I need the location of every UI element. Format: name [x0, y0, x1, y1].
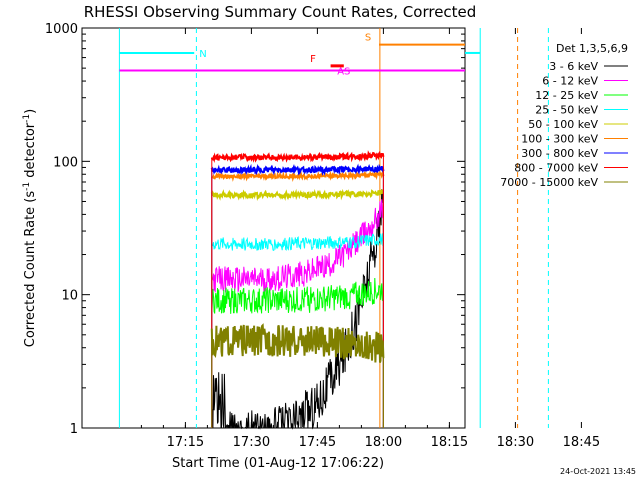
legend-label: 50 - 100 keV — [528, 118, 598, 131]
x-axis-label: Start Time (01-Aug-12 17:06:22) — [172, 456, 384, 471]
series-line-4 — [210, 188, 384, 202]
legend-label: 7000 - 15000 keV — [500, 176, 598, 189]
series-line-7 — [210, 150, 385, 163]
legend-title: Det 1,3,5,6,9 — [556, 42, 628, 55]
x-tick-label: 17:45 — [299, 435, 336, 450]
flag-label-as: AS — [337, 67, 350, 78]
flag-layer: N S F AS — [118, 28, 549, 428]
x-tick-label: 18:45 — [563, 435, 600, 450]
x-tick-label: 18:00 — [365, 435, 402, 450]
series-line-5 — [211, 169, 385, 183]
series-line-3 — [211, 233, 384, 252]
y-tick-label: 10 — [61, 289, 78, 304]
flag-label-f: F — [310, 54, 316, 65]
y-tick-label: 1000 — [45, 22, 78, 37]
y-axis-label: Corrected Count Rate (s-1 detector-1) — [22, 109, 38, 347]
y-tick-label: 100 — [53, 155, 78, 170]
legend-label: 300 - 800 keV — [521, 147, 598, 160]
x-axis-ticks: 17:15 17:30 17:45 18:00 18:15 18:30 18:45 — [140, 28, 600, 450]
legend-label: 6 - 12 keV — [542, 75, 598, 88]
flag-label-n: N — [199, 49, 206, 60]
flag-label-s: S — [365, 33, 371, 44]
x-tick-label: 18:30 — [497, 435, 534, 450]
series-line-2 — [211, 277, 384, 314]
legend-label: 3 - 6 keV — [549, 60, 598, 73]
x-tick-label: 18:15 — [431, 435, 468, 450]
y-tick-label: 1 — [70, 422, 78, 437]
x-tick-label: 17:30 — [233, 435, 270, 450]
y-axis-ticks: 1 10 100 1000 — [45, 22, 465, 437]
legend-label: 800 - 7000 keV — [514, 162, 598, 175]
series-line-1 — [211, 198, 384, 294]
chart-title: RHESSI Observing Summary Count Rates, Co… — [84, 3, 477, 21]
legend-label: 25 - 50 keV — [535, 104, 598, 117]
series-line-8 — [210, 323, 385, 363]
series-layer — [210, 150, 385, 430]
x-tick-label: 17:15 — [167, 435, 204, 450]
legend-label: 12 - 25 keV — [535, 89, 598, 102]
legend-label: 100 - 300 keV — [521, 133, 598, 146]
series-line-0 — [211, 189, 384, 430]
plot-frame — [81, 27, 466, 429]
series-line-6 — [210, 163, 385, 176]
footer-date: 24-Oct-2021 13:45 — [560, 467, 636, 476]
